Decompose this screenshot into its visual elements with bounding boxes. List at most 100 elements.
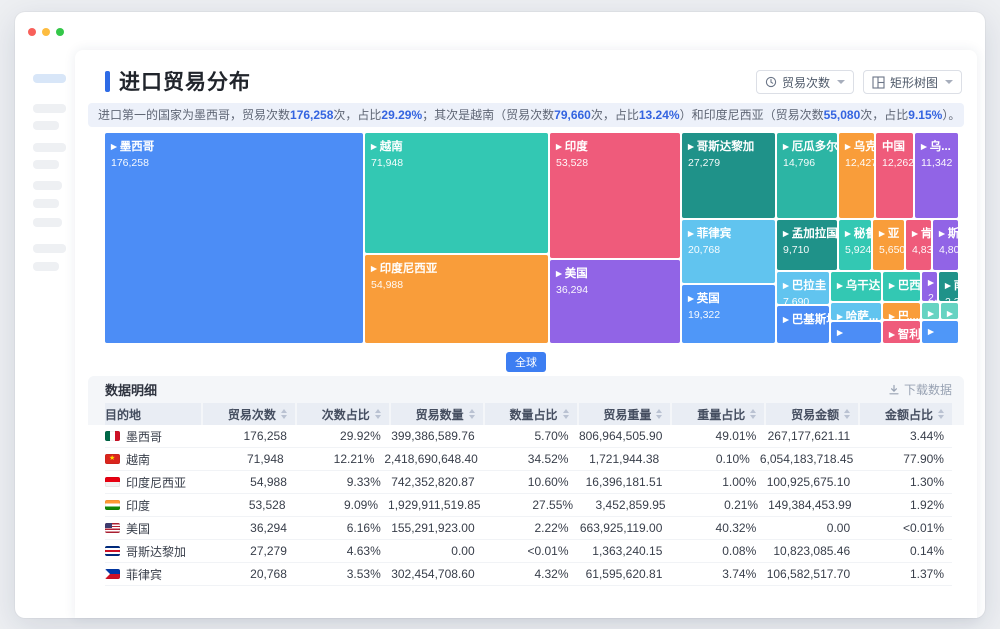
table-cell: 267,177,621.11 (767, 429, 851, 443)
table-cell: 663,925,119.00 (579, 521, 663, 535)
treemap-cell-small[interactable]: ▶ (922, 321, 958, 343)
treemap-cell-秘鲁[interactable]: ▶秘鲁 5,924 (839, 220, 871, 270)
table-cell: 27,279 (250, 544, 287, 558)
sort-icon[interactable] (750, 409, 757, 419)
treemap-cell-哥斯达黎加[interactable]: ▶ 哥斯达黎加 27,279 (682, 133, 775, 218)
minimize-window-icon[interactable] (42, 28, 50, 36)
treemap-cell-巴基斯坦[interactable]: ▶巴基斯坦 (777, 306, 829, 343)
table-cell: 4.63% (346, 544, 381, 558)
summary-highlight: 176,258 (290, 108, 334, 122)
treemap-cell-印度[interactable]: ▶ 印度 53,528 (550, 133, 680, 258)
sort-asc-caret (844, 409, 851, 413)
treemap-cell-small[interactable]: ▶ (941, 303, 958, 319)
chart-type-selector[interactable]: 矩形树图 (862, 70, 962, 94)
treemap-cell-巴...[interactable]: ▶ 巴... (883, 303, 920, 319)
treemap-cell-small[interactable]: ▶ 2,5 (922, 272, 937, 301)
treemap-cell-value: 20,768 (688, 244, 721, 256)
column-header-6[interactable]: 重量占比 (672, 403, 765, 425)
treemap-cell-哈萨...[interactable]: ▶ 哈萨... (831, 303, 881, 320)
table-cell: 100,925,675.10 (766, 475, 851, 489)
column-header-1[interactable]: 贸易次数 (203, 403, 295, 425)
table-cell: 71,948 (246, 452, 284, 466)
sidebar-skeleton-bar (33, 143, 66, 152)
destination-name: 菲律宾 (126, 567, 163, 582)
sort-icon[interactable] (938, 409, 944, 419)
sort-icon[interactable] (844, 409, 851, 419)
treemap-cell-英国[interactable]: ▶ 英国 19,322 (682, 285, 775, 343)
treemap-cell-label: ▶ 英国 (688, 293, 720, 305)
section-title: 数据明细 (105, 383, 158, 398)
treemap-cell-孟加拉国[interactable]: ▶ 孟加拉国 9,710 (777, 220, 837, 270)
destination-cell: 美国 (105, 520, 201, 537)
table-cell: 2.22% (534, 521, 569, 535)
treemap-cell-斯[interactable]: ▶斯 4,804 (933, 220, 958, 270)
global-scope-button[interactable]: 全球 (506, 352, 546, 372)
metric-clock-icon (765, 76, 777, 88)
treemap-cell-label: ▶ (947, 308, 953, 319)
treemap-cell-巴拉圭[interactable]: ▶ 巴拉圭 7,690 (777, 272, 829, 304)
treemap-cell-厄瓜多尔[interactable]: ▶ 厄瓜多尔 14,796 (777, 133, 837, 218)
treemap-cell-亚[interactable]: ▶ 亚 5,650 (873, 220, 904, 270)
window-controls (28, 28, 64, 36)
table-cell: 1.30% (909, 475, 944, 489)
table-cell: 1,363,240.15 (592, 544, 663, 558)
metric-selector-label: 贸易次数 (781, 75, 830, 90)
table-cell: 36,294 (250, 521, 287, 535)
treemap-cell-墨西哥[interactable]: ▶ 墨西哥 176,258 (105, 133, 363, 343)
treemap-cell-越南[interactable]: ▶ 越南 71,948 (365, 133, 548, 253)
sort-icon[interactable] (562, 409, 569, 419)
column-header-4[interactable]: 数量占比 (484, 403, 577, 425)
column-header-7[interactable]: 贸易金额 (766, 403, 859, 425)
column-header-5[interactable]: 贸易重量 (578, 403, 671, 425)
treemap-cell-印度尼西亚[interactable]: ▶ 印度尼西亚 54,988 (365, 255, 548, 343)
sort-icon[interactable] (656, 409, 663, 419)
table-cell: 12.21% (333, 452, 375, 466)
treemap-cell-肯[interactable]: ▶肯 4,836 (906, 220, 931, 270)
column-header-3[interactable]: 贸易数量 (390, 403, 483, 425)
expand-arrow-icon: ▶ (945, 281, 951, 290)
sort-asc-caret (280, 409, 287, 413)
table-cell: 0.14% (909, 544, 944, 558)
flag-icon-mx (105, 431, 120, 441)
treemap-cell-乌克兰[interactable]: ▶乌克兰 12,427 (839, 133, 874, 218)
download-data-button[interactable]: 下载数据 (888, 381, 952, 398)
sort-icon[interactable] (280, 409, 287, 419)
table-cell: 3.53% (346, 567, 381, 581)
column-header-2[interactable]: 次数占比 (296, 403, 389, 425)
treemap-cell-巴西[interactable]: ▶ 巴西 (883, 272, 920, 301)
table-cell: 3,452,859.95 (595, 498, 666, 512)
sort-asc-caret (656, 409, 663, 413)
sidebar-skeleton-bar (33, 262, 59, 271)
treemap-cell-small[interactable]: ▶ (831, 322, 881, 343)
metric-selector[interactable]: 贸易次数 (755, 70, 854, 94)
column-header-8[interactable]: 金额占比 (860, 403, 952, 425)
page-title: 进口贸易分布 (119, 71, 251, 94)
treemap-cell-value: 176,258 (111, 157, 149, 169)
download-icon (889, 384, 899, 394)
sort-icon[interactable] (374, 409, 381, 419)
treemap-cell-label: ▶ 菲律宾 (688, 228, 732, 240)
treemap-cell-乌干达[interactable]: ▶ 乌干达 (831, 272, 881, 301)
table-cell: 49.01% (715, 429, 757, 443)
table-cell: 5.70% (534, 429, 569, 443)
treemap-cell-label: ▶ 墨西哥 (111, 141, 155, 153)
destination-cell: 哥斯达黎加 (105, 543, 201, 560)
treemap-cell-label: ▶ 巴... (889, 311, 919, 319)
close-window-icon[interactable] (28, 28, 36, 36)
treemap-cell-菲律宾[interactable]: ▶ 菲律宾 20,768 (682, 220, 775, 283)
treemap-cell-small[interactable]: ▶ (922, 303, 939, 319)
treemap-cell-中国[interactable]: 中国 12,262 (876, 133, 913, 218)
treemap-cell-label: ▶ 亚 (879, 228, 900, 240)
sort-asc-caret (562, 409, 569, 413)
table-cell: <0.01% (527, 544, 569, 558)
treemap-cell-乌...[interactable]: ▶ 乌... 11,342 (915, 133, 958, 218)
table-cell: 0.00 (826, 521, 851, 535)
treemap-cell-美国[interactable]: ▶ 美国 36,294 (550, 260, 680, 343)
zoom-window-icon[interactable] (56, 28, 64, 36)
table-row-印度尼西亚: 印度尼西亚 54,988 9.33% 742,352,820.87 10.60% 16,3… (105, 471, 952, 494)
treemap-cell-智利[interactable]: ▶ 智利 (883, 321, 920, 343)
treemap-cell-南[interactable]: ▶南 2,2 (939, 272, 958, 301)
treemap-cell-label: ▶ (928, 326, 952, 338)
table-cell: 3.44% (909, 429, 944, 443)
sort-icon[interactable] (468, 409, 475, 419)
